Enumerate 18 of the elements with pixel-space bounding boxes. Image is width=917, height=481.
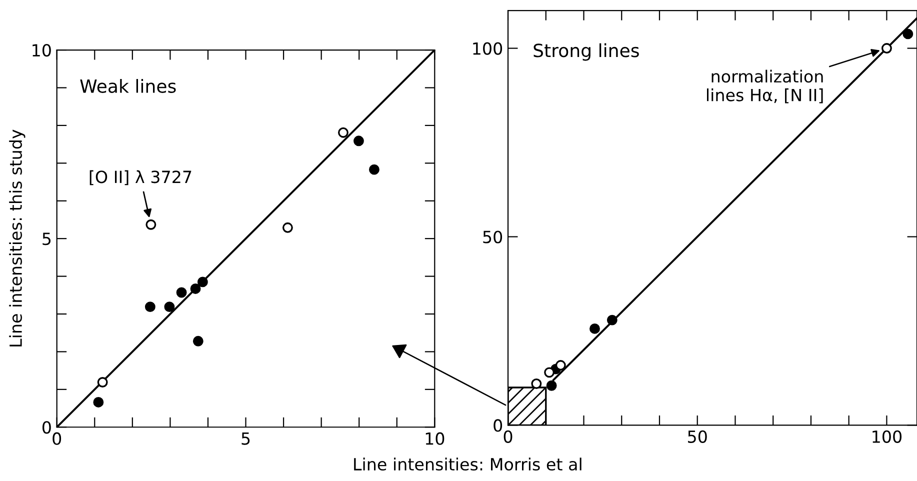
- x-axis-title: Line intensities: Morris et al: [354, 458, 582, 471]
- y-axis-title: Line intensities: this study: [9, 130, 26, 346]
- x-tick-label: 10: [426, 432, 444, 445]
- text: Strong lines: [534, 43, 639, 61]
- x-tick-label: 5: [242, 432, 250, 445]
- y-tick-label: 5: [42, 232, 51, 246]
- x-tick-label: 100: [872, 430, 902, 443]
- x-tick-label: 0: [52, 432, 62, 445]
- y-tick-label: 10: [32, 44, 51, 57]
- x-tick-label: 0: [504, 430, 512, 443]
- x-tick-label: 50: [688, 430, 707, 443]
- annotation: normalization lines Hα, [N II]: [707, 70, 823, 104]
- text: Weak lines: [80, 78, 176, 93]
- y-tick-label: 0: [494, 419, 502, 432]
- y-tick-label: 50: [483, 230, 502, 244]
- annotation: [O II] λ 3727: [90, 170, 192, 186]
- y-tick-label: 0: [42, 421, 51, 434]
- y-tick-label: 100: [473, 42, 502, 55]
